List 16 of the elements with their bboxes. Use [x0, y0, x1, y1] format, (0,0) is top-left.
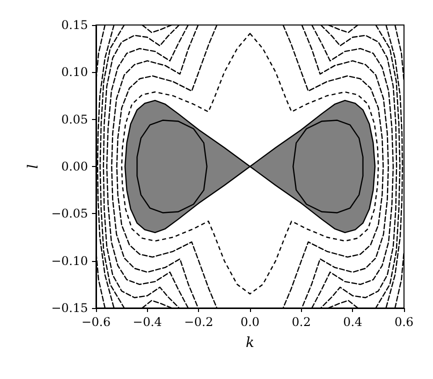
y-axis-title: l: [25, 164, 42, 169]
x-tick-label: −0.6: [81, 315, 111, 329]
x-tick-label: 0.4: [343, 315, 363, 329]
y-tick-label: 0.15: [61, 18, 88, 32]
x-tick-label: −0.4: [132, 315, 162, 329]
x-axis-title: k: [246, 335, 254, 351]
y-tick-label: −0.10: [51, 254, 88, 268]
x-tick-label: 0.0: [240, 315, 260, 329]
x-tick-label: 0.2: [292, 315, 311, 329]
y-tick-label: 0.00: [61, 160, 88, 174]
y-tick-label: −0.05: [51, 206, 88, 221]
y-tick-label: 0.05: [61, 112, 88, 126]
y-tick-label: −0.15: [51, 301, 88, 315]
x-tick-label: −0.2: [184, 315, 214, 329]
x-tick-label: 0.6: [394, 315, 414, 329]
y-tick-label: 0.10: [61, 65, 88, 80]
